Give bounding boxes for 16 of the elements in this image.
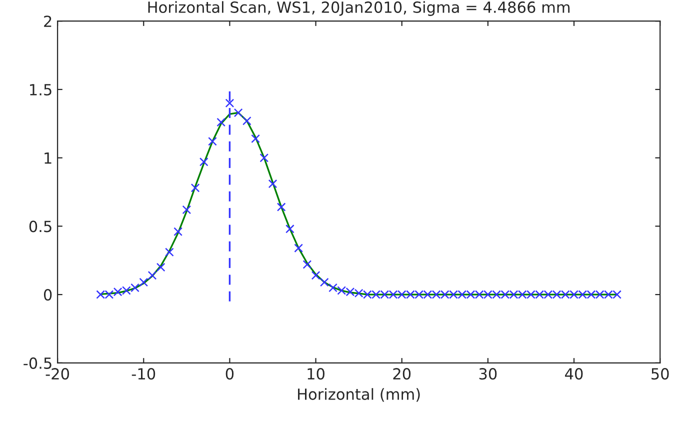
y-tick-label: 2 <box>44 16 52 27</box>
x-tick-label: 0 <box>226 368 234 380</box>
x-axis-title: Horizontal (mm) <box>298 388 420 402</box>
x-tick-label: -20 <box>46 368 70 380</box>
y-tick-label: -0.5 <box>24 357 52 369</box>
y-tick-label: 0 <box>44 289 52 301</box>
x-tick-label: 40 <box>565 368 583 380</box>
x-tick-label: 50 <box>652 368 669 380</box>
x-tick-label: -10 <box>132 368 156 380</box>
x-tick-label: 30 <box>479 368 497 380</box>
x-tick-label: 20 <box>393 368 411 380</box>
y-tick-label: 1.5 <box>30 84 52 96</box>
x-tick-label: 10 <box>308 368 324 380</box>
chart-title: Horizontal Scan, WS1, 20Jan2010, Sigma = 4.4866 mm <box>148 1 570 16</box>
y-tick-label: 1 <box>44 152 52 164</box>
y-tick-label: 0.5 <box>29 220 52 232</box>
